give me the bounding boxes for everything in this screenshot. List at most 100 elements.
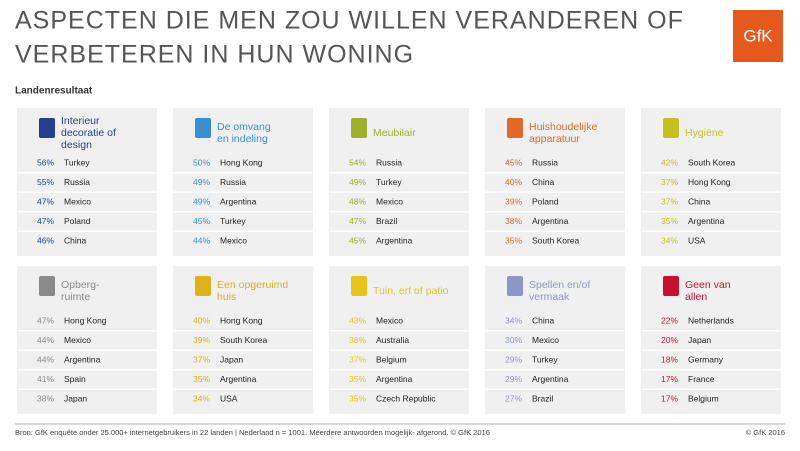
- panel-icon: [351, 118, 367, 138]
- country: Czech Republic: [376, 393, 436, 403]
- percentage: 49%: [193, 177, 210, 187]
- percentage: 44%: [193, 235, 210, 245]
- country: Brazil: [376, 216, 397, 226]
- country: USA: [220, 393, 238, 403]
- country: Argentina: [532, 374, 569, 384]
- percentage: 44%: [37, 335, 54, 345]
- percentage: 40%: [505, 177, 522, 187]
- percentage: 38%: [349, 335, 366, 345]
- panel-icon: [195, 118, 211, 138]
- percentage: 37%: [193, 354, 210, 364]
- country: Belgium: [376, 354, 407, 364]
- country: Argentina: [220, 374, 257, 384]
- percentage: 17%: [661, 374, 678, 384]
- country: Argentina: [532, 216, 569, 226]
- percentage: 46%: [37, 235, 54, 245]
- percentage: 30%: [505, 335, 522, 345]
- percentage: 39%: [505, 196, 522, 206]
- panel-title: De omvang: [217, 121, 271, 133]
- panel-title: Spellen en/of: [529, 279, 590, 291]
- country: Hong Kong: [220, 157, 263, 167]
- percentage: 29%: [505, 354, 522, 364]
- country: Spain: [64, 374, 86, 384]
- country: Poland: [532, 196, 559, 206]
- country: Japan: [220, 354, 243, 364]
- country: Mexico: [532, 335, 559, 345]
- percentage: 38%: [505, 216, 522, 226]
- percentage: 47%: [37, 315, 54, 325]
- percentage: 34%: [193, 393, 210, 403]
- panel-title: Opberg-: [61, 279, 100, 291]
- country: Russia: [220, 177, 246, 187]
- percentage: 43%: [349, 315, 366, 325]
- panel-title: huis: [217, 291, 236, 303]
- country: Argentina: [64, 354, 101, 364]
- country: China: [64, 235, 86, 245]
- title: ASPECTEN DIE MEN ZOU WILLEN VERANDEREN O…: [15, 7, 684, 35]
- country: Argentina: [220, 196, 257, 206]
- panel-icon: [39, 118, 55, 138]
- logo: GfK: [743, 26, 773, 45]
- percentage: 49%: [193, 196, 210, 206]
- percentage: 27%: [505, 393, 522, 403]
- country: France: [688, 374, 715, 384]
- panel-title: Geen van: [685, 279, 731, 291]
- panel-icon: [507, 118, 523, 138]
- country: Mexico: [220, 235, 247, 245]
- percentage: 39%: [193, 335, 210, 345]
- percentage: 35%: [505, 235, 522, 245]
- country: Russia: [64, 177, 90, 187]
- percentage: 34%: [661, 235, 678, 245]
- country: Turkey: [64, 157, 90, 167]
- country: Russia: [376, 157, 402, 167]
- panel-title: Huishoudelijke: [529, 121, 597, 133]
- panel-title: decoratie of: [61, 127, 116, 139]
- percentage: 49%: [349, 177, 366, 187]
- country: Poland: [64, 216, 91, 226]
- percentage: 47%: [37, 196, 54, 206]
- percentage: 44%: [37, 354, 54, 364]
- percentage: 34%: [505, 315, 522, 325]
- panel-icon: [663, 276, 679, 296]
- percentage: 17%: [661, 393, 678, 403]
- panel-icon: [195, 276, 211, 296]
- country: Turkey: [532, 354, 558, 364]
- percentage: 35%: [661, 216, 678, 226]
- country: China: [532, 177, 554, 187]
- country: Mexico: [64, 335, 91, 345]
- country: Mexico: [376, 315, 403, 325]
- percentage: 18%: [661, 354, 678, 364]
- percentage: 47%: [37, 216, 54, 226]
- panel-title: Meubilair: [373, 127, 416, 139]
- country: South Korea: [688, 157, 736, 167]
- country: Argentina: [376, 235, 413, 245]
- percentage: 41%: [37, 374, 54, 384]
- source: Bron: GfK enquête onder 25.000+ internet…: [15, 428, 490, 437]
- panel-icon: [663, 118, 679, 138]
- percentage: 20%: [661, 335, 678, 345]
- country: USA: [688, 235, 706, 245]
- panel-title: ruimte: [61, 291, 90, 303]
- country: Turkey: [376, 177, 402, 187]
- panel-icon: [351, 276, 367, 296]
- percentage: 42%: [661, 157, 678, 167]
- country: China: [688, 196, 710, 206]
- country: South Korea: [220, 335, 268, 345]
- percentage: 45%: [505, 157, 522, 167]
- percentage: 45%: [193, 216, 210, 226]
- country: Belgium: [688, 393, 719, 403]
- country: South Korea: [532, 235, 580, 245]
- country: Argentina: [688, 216, 725, 226]
- country: Australia: [376, 335, 409, 345]
- country: Turkey: [220, 216, 246, 226]
- subtitle: Landenresultaat: [15, 86, 93, 97]
- percentage: 38%: [37, 393, 54, 403]
- panel-title: allen: [685, 291, 707, 303]
- percentage: 37%: [661, 177, 678, 187]
- country: Germany: [688, 354, 724, 364]
- percentage: 50%: [193, 157, 210, 167]
- percentage: 37%: [661, 196, 678, 206]
- country: Brazil: [532, 393, 553, 403]
- country: Japan: [64, 393, 87, 403]
